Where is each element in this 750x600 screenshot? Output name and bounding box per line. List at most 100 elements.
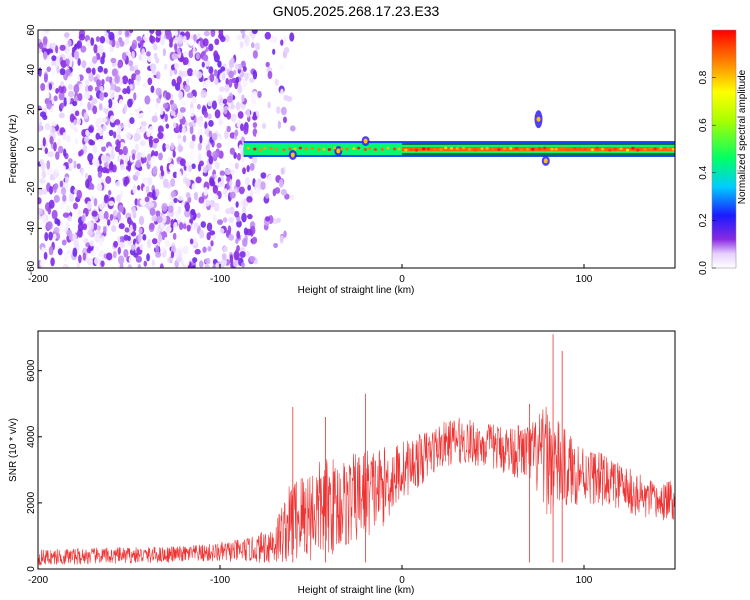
noise-speck xyxy=(97,117,102,125)
noise-speck xyxy=(224,130,229,140)
noise-speck xyxy=(103,68,108,74)
noise-speck xyxy=(67,84,73,91)
noise-speck xyxy=(159,106,164,116)
signal-peak xyxy=(561,146,565,150)
noise-speck xyxy=(172,232,177,240)
noise-speck xyxy=(165,92,171,101)
signal-peak xyxy=(380,148,384,151)
signal-peak xyxy=(653,147,657,151)
noise-speck xyxy=(153,52,158,60)
noise-speck xyxy=(149,222,155,230)
noise-speck xyxy=(72,247,78,258)
noise-speck xyxy=(48,186,54,195)
noise-speck xyxy=(120,154,125,160)
noise-speck xyxy=(142,233,147,241)
spectrogram-y-axis: -60 -40 -20 0 20 40 60 xyxy=(26,24,42,275)
noise-speck xyxy=(202,54,209,62)
noise-speck xyxy=(180,158,186,167)
noise-speck xyxy=(239,41,244,48)
noise-speck xyxy=(160,169,165,177)
noise-speck xyxy=(146,51,151,57)
signal-peak xyxy=(462,146,466,150)
noise-speck xyxy=(101,145,107,152)
noise-speck xyxy=(84,79,90,87)
noise-speck xyxy=(179,83,184,90)
noise-speck xyxy=(190,151,197,161)
noise-speck xyxy=(38,42,44,50)
noise-speck xyxy=(206,164,212,171)
colorbar-tick-label: 0.0 xyxy=(698,261,709,275)
noise-speck xyxy=(229,162,234,168)
noise-speck xyxy=(229,191,236,199)
noise-speck xyxy=(244,176,250,186)
noise-speck xyxy=(90,37,95,46)
noise-speck xyxy=(185,78,190,85)
noise-speck xyxy=(233,225,238,235)
signal-peak xyxy=(537,147,542,150)
noise-speck xyxy=(82,144,88,155)
noise-speck xyxy=(289,32,295,42)
noise-speck xyxy=(272,218,278,225)
noise-speck xyxy=(261,122,267,129)
noise-speck xyxy=(156,215,163,224)
noise-speck xyxy=(189,125,194,135)
noise-speck xyxy=(41,214,47,224)
noise-speck xyxy=(213,50,219,59)
noise-speck xyxy=(44,123,51,131)
noise-speck xyxy=(113,209,118,217)
noise-speck xyxy=(44,232,49,242)
signal-disturbance-core xyxy=(336,148,341,154)
signal-peak xyxy=(659,146,663,150)
noise-speck xyxy=(114,86,121,93)
noise-speck xyxy=(95,36,101,42)
noise-speck xyxy=(137,263,142,268)
noise-speck xyxy=(140,121,147,127)
noise-speck xyxy=(93,222,98,231)
noise-speck xyxy=(162,143,167,152)
noise-speck xyxy=(38,187,43,196)
noise-speck xyxy=(249,189,254,196)
x-tick-label: 0 xyxy=(399,274,405,285)
signal-peak xyxy=(526,147,530,151)
noise-speck xyxy=(151,259,156,267)
noise-speck xyxy=(90,249,96,257)
noise-speck xyxy=(114,119,121,125)
noise-speck xyxy=(224,84,230,93)
noise-speck xyxy=(41,170,46,179)
noise-speck xyxy=(39,178,46,184)
noise-speck xyxy=(118,37,123,43)
noise-speck xyxy=(39,158,44,165)
noise-speck xyxy=(81,214,86,222)
noise-speck xyxy=(100,56,105,65)
noise-speck xyxy=(69,193,74,202)
noise-speck xyxy=(138,53,143,61)
noise-speck xyxy=(100,235,105,243)
noise-speck xyxy=(48,199,55,209)
noise-speck xyxy=(273,35,277,44)
noise-speck xyxy=(57,248,63,256)
noise-speck xyxy=(149,30,155,34)
noise-speck xyxy=(155,244,160,254)
y-tick-label: 0 xyxy=(26,146,37,152)
noise-speck xyxy=(151,155,157,164)
noise-speck xyxy=(60,200,64,211)
noise-speck xyxy=(51,55,57,62)
noise-speck xyxy=(72,202,78,210)
noise-speck xyxy=(87,153,94,163)
noise-speck xyxy=(236,230,241,240)
noise-speck xyxy=(97,170,103,179)
noise-speck xyxy=(206,150,212,158)
noise-speck xyxy=(192,46,196,56)
noise-speck xyxy=(48,114,52,123)
noise-speck xyxy=(157,132,164,140)
noise-speck xyxy=(260,172,267,179)
signal-peak xyxy=(509,146,513,150)
noise-speck xyxy=(73,160,77,169)
noise-speck xyxy=(65,135,71,143)
noise-speck xyxy=(89,240,94,247)
noise-speck xyxy=(220,258,227,267)
noise-speck xyxy=(77,92,83,102)
noise-speck xyxy=(132,184,137,194)
noise-speck xyxy=(278,178,284,188)
noise-speck xyxy=(165,123,170,129)
